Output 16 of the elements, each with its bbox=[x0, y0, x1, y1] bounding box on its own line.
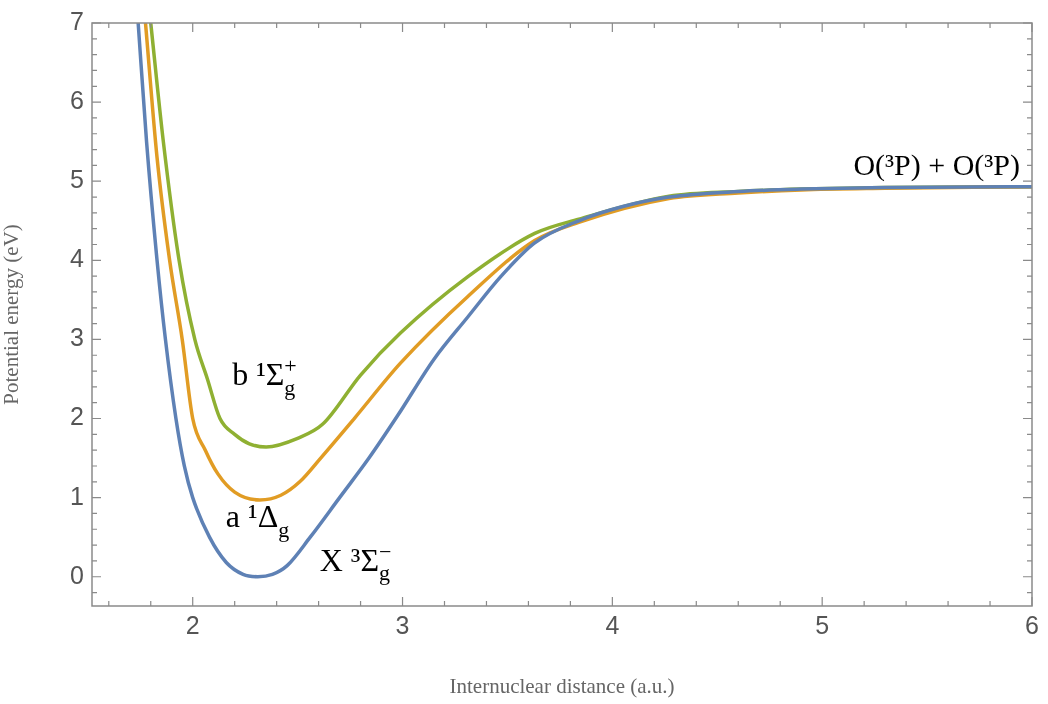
x-axis-title: Internuclear distance (a.u.) bbox=[449, 673, 675, 698]
y-tick-label: 3 bbox=[70, 323, 84, 352]
x-tick-label: 2 bbox=[185, 610, 200, 639]
x-tick-label: 5 bbox=[815, 610, 830, 639]
x-tick-label: 6 bbox=[1025, 610, 1039, 639]
y-tick-label: 5 bbox=[70, 165, 84, 194]
y-tick-label: 0 bbox=[70, 560, 84, 589]
y-tick-label: 4 bbox=[70, 244, 85, 273]
y-axis-title: Potential energy (eV) bbox=[0, 224, 24, 405]
x-tick-label: 3 bbox=[395, 610, 410, 639]
y-tick-label: 1 bbox=[70, 481, 84, 510]
x-tick-label: 4 bbox=[605, 610, 620, 639]
y-tick-label: 6 bbox=[70, 86, 84, 114]
annotation: O(³P) + O(³P) bbox=[853, 148, 1021, 182]
y-tick-label: 2 bbox=[70, 402, 84, 431]
y-tick-label: 7 bbox=[70, 6, 84, 35]
